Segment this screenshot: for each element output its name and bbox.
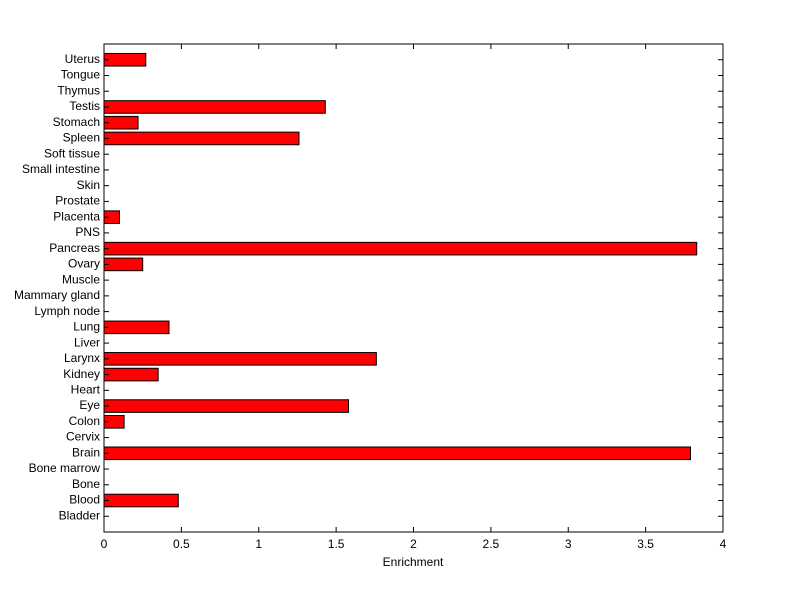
x-tick-label: 2.5: [483, 537, 500, 551]
y-tick-label: Stomach: [53, 115, 100, 129]
x-tick-label: 2: [410, 537, 417, 551]
x-tick-label: 0: [101, 537, 108, 551]
x-tick-label: 3: [565, 537, 572, 551]
y-tick-label: Heart: [71, 382, 101, 396]
plot-frame: [103, 43, 724, 533]
x-axis-label: Enrichment: [383, 555, 444, 569]
y-tick-label: Bone: [72, 477, 100, 491]
bar: [103, 52, 147, 67]
bar: [103, 446, 692, 461]
y-tick-label: Testis: [69, 99, 100, 113]
x-tick-label: 1: [255, 537, 262, 551]
bar: [103, 241, 698, 256]
bar: [103, 100, 326, 114]
y-tick-label: Placenta: [53, 209, 100, 223]
y-tick-label: Mammary gland: [14, 288, 100, 302]
y-tick-label: Skin: [77, 178, 100, 192]
bar: [103, 493, 179, 508]
y-tick-label: Ovary: [68, 257, 100, 271]
y-tick-label: Larynx: [64, 351, 100, 365]
bar: [103, 367, 159, 382]
x-tick-label: 4: [720, 537, 727, 551]
y-tick-label: Kidney: [63, 367, 100, 381]
x-tick-label: 1.5: [328, 537, 345, 551]
y-tick-label: Pancreas: [49, 241, 100, 255]
y-tick-label: Bladder: [59, 508, 100, 522]
y-tick-label: Thymus: [57, 83, 100, 97]
x-tick-label: 0.5: [173, 537, 190, 551]
y-tick-label: PNS: [75, 225, 100, 239]
y-tick-label: Soft tissue: [44, 146, 100, 160]
y-tick-label: Bone marrow: [29, 461, 101, 475]
y-tick-label: Lymph node: [34, 304, 100, 318]
y-tick-label: Small intestine: [22, 162, 100, 176]
bar: [103, 257, 144, 272]
bar: [103, 352, 377, 366]
bar: [103, 131, 300, 146]
y-tick-label: Liver: [74, 335, 100, 349]
y-tick-label: Brain: [72, 445, 100, 459]
bar: [103, 115, 139, 130]
y-tick-label: Prostate: [55, 194, 100, 208]
y-tick-label: Tongue: [61, 68, 101, 82]
y-tick-label: Lung: [73, 320, 100, 334]
y-tick-label: Colon: [69, 414, 100, 428]
x-tick-label: 3.5: [637, 537, 654, 551]
y-tick-label: Cervix: [66, 430, 100, 444]
y-tick-label: Spleen: [63, 131, 100, 145]
y-tick-label: Eye: [79, 398, 100, 412]
y-tick-label: Blood: [69, 493, 100, 507]
bar: [103, 320, 170, 335]
bar: [103, 399, 350, 413]
y-tick-label: Muscle: [62, 272, 100, 286]
y-tick-label: Uterus: [65, 52, 100, 66]
